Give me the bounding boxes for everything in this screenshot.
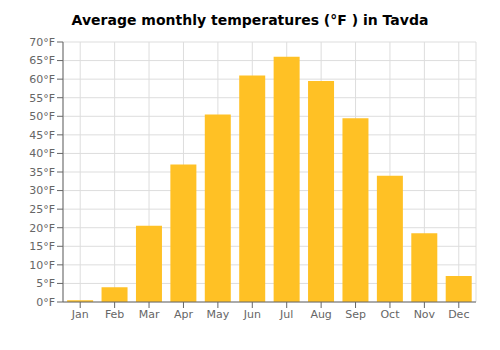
svg-text:Jun: Jun — [243, 308, 261, 321]
svg-text:70°F: 70°F — [29, 36, 55, 49]
svg-text:0°F: 0°F — [36, 296, 55, 309]
svg-text:May: May — [207, 308, 230, 321]
svg-text:15°F: 15°F — [29, 240, 55, 253]
svg-text:50°F: 50°F — [29, 110, 55, 123]
svg-text:Nov: Nov — [414, 308, 436, 321]
svg-text:Sep: Sep — [345, 308, 366, 321]
html-text:Average monthly temperatures (: Average monthly temperatures (°F ) in Ta… — [71, 12, 429, 28]
svg-text:Apr: Apr — [174, 308, 194, 321]
svg-text:45°F: 45°F — [29, 129, 55, 142]
svg-text:35°F: 35°F — [29, 166, 55, 179]
svg-text:65°F: 65°F — [29, 54, 55, 67]
svg-text:5°F: 5°F — [36, 277, 55, 290]
svg-text:25°F: 25°F — [29, 203, 55, 216]
svg-text:20°F: 20°F — [29, 222, 55, 235]
svg-text:30°F: 30°F — [29, 184, 55, 197]
svg-text:40°F: 40°F — [29, 147, 55, 160]
svg-text:10°F: 10°F — [29, 259, 55, 272]
svg-text:60°F: 60°F — [29, 73, 55, 86]
svg-text:55°F: 55°F — [29, 92, 55, 105]
svg-text:Jul: Jul — [279, 308, 293, 321]
svg-text:Dec: Dec — [448, 308, 469, 321]
svg-text:Mar: Mar — [139, 308, 160, 321]
svg-text:Jan: Jan — [71, 308, 89, 321]
svg-text:Feb: Feb — [105, 308, 124, 321]
svg-text:Aug: Aug — [310, 308, 331, 321]
svg-text:Oct: Oct — [380, 308, 400, 321]
